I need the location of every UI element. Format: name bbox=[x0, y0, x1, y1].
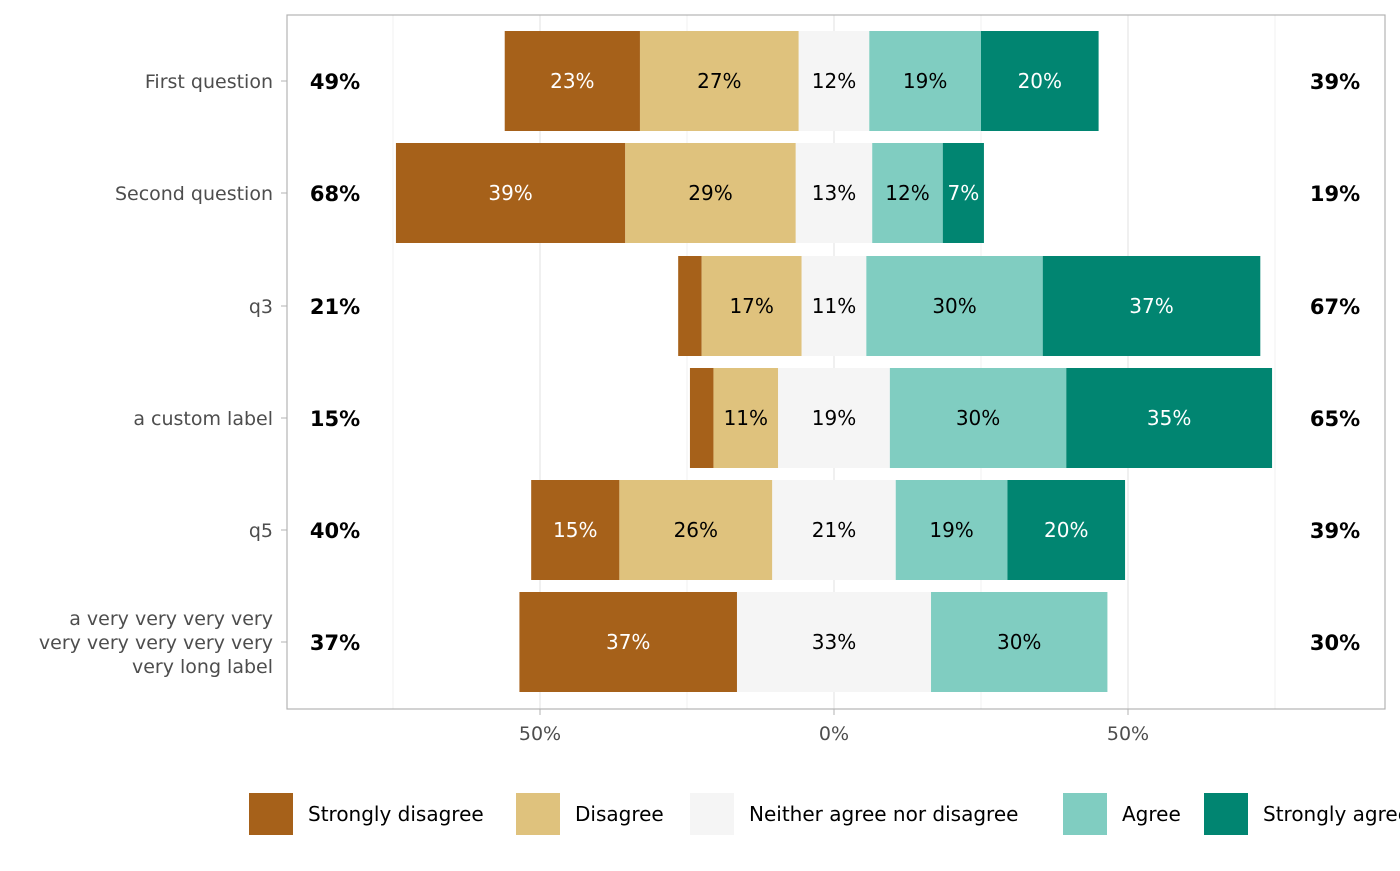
bar-segment bbox=[619, 480, 773, 580]
segment-label: 30% bbox=[932, 294, 976, 318]
bar-segment bbox=[639, 31, 799, 131]
left-total-label: 40% bbox=[310, 519, 360, 543]
segment-label: 30% bbox=[997, 630, 1041, 654]
segment-label: 20% bbox=[1018, 69, 1062, 93]
bar-segment bbox=[1007, 480, 1126, 580]
segment-label: 23% bbox=[550, 69, 594, 93]
left-total-label: 37% bbox=[310, 631, 360, 655]
segment-label: 12% bbox=[812, 69, 856, 93]
segment-label: 19% bbox=[903, 69, 947, 93]
bar-segment bbox=[519, 592, 737, 692]
x-tick-label: 50% bbox=[1107, 723, 1149, 745]
x-tick-label: 50% bbox=[519, 723, 561, 745]
bar-segment bbox=[772, 480, 896, 580]
right-total-label: 39% bbox=[1310, 70, 1360, 94]
segment-label: 19% bbox=[929, 518, 973, 542]
y-tick-label: very very very very very bbox=[39, 632, 273, 654]
segment-label: 29% bbox=[688, 181, 732, 205]
bar-segment bbox=[795, 143, 873, 243]
bar-segment bbox=[931, 592, 1108, 692]
bar-segment bbox=[778, 368, 890, 468]
segment-label: 33% bbox=[812, 630, 856, 654]
segment-label: 39% bbox=[488, 181, 532, 205]
segment-label: 26% bbox=[674, 518, 718, 542]
bar-segment bbox=[1042, 256, 1261, 356]
right-total-label: 30% bbox=[1310, 631, 1360, 655]
bar-segment bbox=[895, 480, 1008, 580]
left-total-label: 21% bbox=[310, 295, 360, 319]
legend-label: Agree bbox=[1122, 802, 1181, 826]
bar-segment bbox=[678, 256, 702, 356]
panel-border bbox=[286, 14, 1386, 710]
right-total-label: 19% bbox=[1310, 182, 1360, 206]
segment-label: 17% bbox=[729, 294, 773, 318]
bar-segment bbox=[713, 368, 779, 468]
bar-segment bbox=[395, 143, 626, 243]
bar-segment bbox=[701, 256, 802, 356]
left-total-label: 15% bbox=[310, 407, 360, 431]
y-tick-label: q3 bbox=[249, 296, 273, 318]
bar-segment bbox=[889, 368, 1067, 468]
segment-label: 27% bbox=[697, 69, 741, 93]
bar-segment bbox=[736, 592, 932, 692]
segment-label: 15% bbox=[553, 518, 597, 542]
y-tick-label: a custom label bbox=[133, 408, 273, 430]
segment-label: 20% bbox=[1044, 518, 1088, 542]
bar-segment bbox=[689, 368, 714, 468]
legend-key bbox=[1204, 793, 1248, 835]
segment-label: 19% bbox=[812, 406, 856, 430]
bar-segment bbox=[625, 143, 796, 243]
bar-segment bbox=[798, 31, 870, 131]
segment-label: 7% bbox=[947, 181, 979, 205]
bar-segment bbox=[869, 31, 981, 131]
left-total-label: 49% bbox=[310, 70, 360, 94]
legend-key bbox=[1063, 793, 1107, 835]
x-tick-label: 0% bbox=[819, 723, 849, 745]
segment-label: 21% bbox=[812, 518, 856, 542]
segment-label: 35% bbox=[1147, 406, 1191, 430]
bar-segment bbox=[504, 31, 640, 131]
bar-segment bbox=[942, 143, 984, 243]
bar-segment bbox=[1066, 368, 1273, 468]
bar-segment bbox=[981, 31, 1099, 131]
segment-label: 30% bbox=[956, 406, 1000, 430]
segment-label: 37% bbox=[606, 630, 650, 654]
bar-segment bbox=[872, 143, 943, 243]
y-tick-label: very long label bbox=[132, 656, 273, 678]
right-total-label: 65% bbox=[1310, 407, 1360, 431]
legend-label: Disagree bbox=[575, 802, 664, 826]
legend-key bbox=[690, 793, 734, 835]
bar-segment bbox=[801, 256, 867, 356]
legend-key bbox=[249, 793, 293, 835]
segment-label: 11% bbox=[724, 406, 768, 430]
bar-segment bbox=[531, 480, 620, 580]
legend-label: Strongly agree bbox=[1263, 802, 1400, 826]
bar-segment bbox=[866, 256, 1043, 356]
segment-label: 37% bbox=[1129, 294, 1173, 318]
y-tick-label: Second question bbox=[115, 183, 273, 205]
segment-label: 11% bbox=[812, 294, 856, 318]
y-tick-label: a very very very very bbox=[69, 608, 273, 630]
left-total-label: 68% bbox=[310, 182, 360, 206]
segment-label: 12% bbox=[885, 181, 929, 205]
right-total-label: 39% bbox=[1310, 519, 1360, 543]
right-total-label: 67% bbox=[1310, 295, 1360, 319]
legend-label: Strongly disagree bbox=[308, 802, 484, 826]
segment-label: 13% bbox=[812, 181, 856, 205]
y-tick-label: q5 bbox=[249, 520, 273, 542]
legend-key bbox=[516, 793, 560, 835]
legend-label: Neither agree nor disagree bbox=[749, 802, 1018, 826]
y-tick-label: First question bbox=[145, 71, 273, 93]
